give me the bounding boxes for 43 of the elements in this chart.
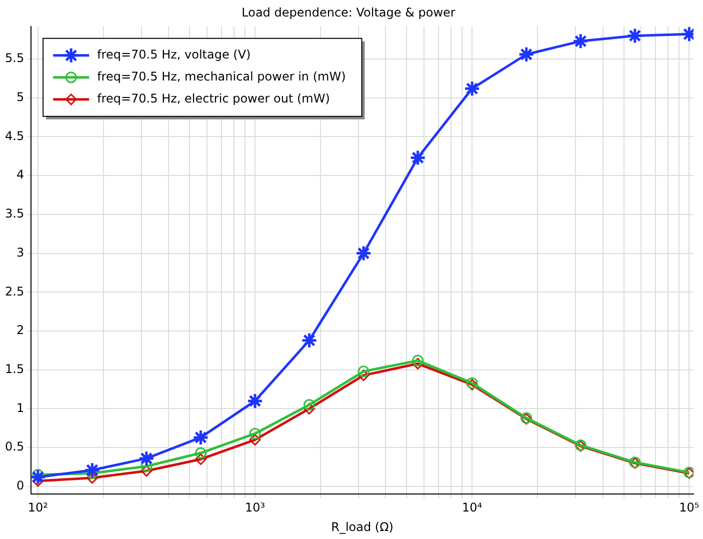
point: [84, 462, 100, 478]
point: [410, 149, 426, 166]
chart-title: Load dependence: Voltage & power: [242, 5, 456, 20]
point: [355, 245, 372, 262]
x-tick-label: 10³: [244, 500, 266, 515]
point: [249, 428, 261, 440]
point: [464, 80, 480, 97]
legend-label: freq=70.5 Hz, voltage (V): [97, 48, 251, 62]
point: [194, 447, 206, 459]
point: [358, 366, 370, 378]
y-tick-label: 5.5: [4, 51, 24, 66]
y-tick-label: 1: [16, 400, 24, 415]
y-tick-label: 3.5: [4, 206, 24, 221]
x-tick-label: 10⁴: [462, 500, 482, 515]
point: [626, 27, 644, 44]
point: [140, 460, 152, 472]
x-axis-title: R_load (Ω): [331, 520, 394, 534]
legend-label: freq=70.5 Hz, electric power out (mW): [97, 92, 330, 106]
y-tick-label: 3: [16, 245, 24, 260]
y-tick-label: 0: [16, 478, 24, 493]
y-tick-label: 4: [16, 168, 24, 182]
x-tick-label: 10²: [28, 500, 48, 515]
point: [304, 399, 316, 411]
point: [249, 434, 261, 446]
point: [192, 429, 209, 446]
point: [301, 332, 318, 349]
y-tick-label: 1.5: [4, 362, 24, 376]
x-tick-label: 10⁵: [679, 500, 700, 515]
point: [304, 402, 316, 414]
point: [412, 358, 424, 370]
point: [412, 354, 424, 366]
point: [31, 468, 46, 486]
y-tick-label: 5: [16, 90, 24, 104]
y-tick-label: 4.5: [4, 128, 24, 143]
legend-label: freq=70.5 Hz, mechanical power in (mW): [97, 70, 346, 84]
point: [138, 450, 155, 467]
point: [194, 453, 206, 465]
point: [518, 46, 535, 63]
y-tick-label: 2: [16, 323, 24, 338]
point: [246, 392, 264, 410]
y-tick-label: 0.5: [4, 440, 24, 454]
y-tick-label: 2.5: [4, 284, 24, 298]
point: [572, 32, 589, 50]
